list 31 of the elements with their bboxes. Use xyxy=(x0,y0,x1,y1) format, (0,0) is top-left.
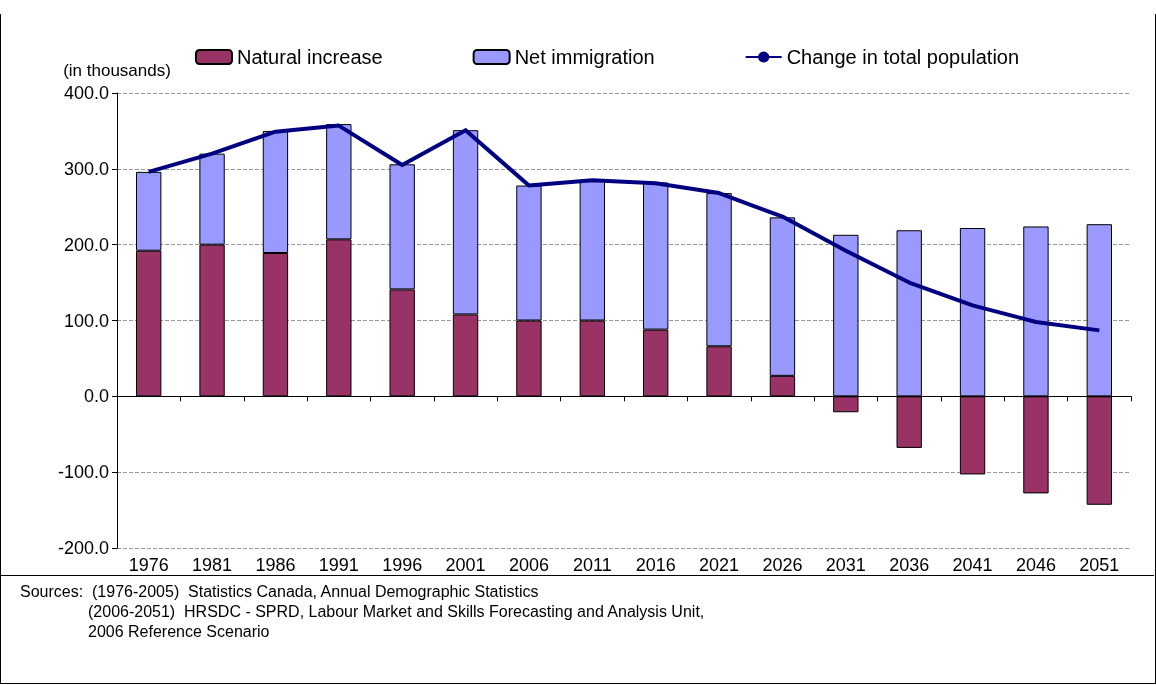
y-tick-label: 200.0 xyxy=(63,234,109,255)
x-tick-label: 2031 xyxy=(825,555,866,575)
source-note: Sources: (1976-2005) Statistics Canada, Annual Demographic Statistics xyxy=(19,582,540,602)
x-tick-label: 1976 xyxy=(128,555,169,575)
x-tick-label: 2041 xyxy=(952,555,993,575)
line-series xyxy=(146,123,1102,333)
text: 2006 Reference Scenario xyxy=(87,622,271,642)
x-tick-label: 1981 xyxy=(192,555,233,575)
x-tick-label: 1996 xyxy=(382,555,423,575)
x-tick-label: 2006 xyxy=(508,555,549,575)
x-tick-label: 2036 xyxy=(889,555,930,575)
legend-label: Change in total population xyxy=(786,46,1020,68)
y-tick-label: 100.0 xyxy=(63,310,109,331)
x-tick-label: 2011 xyxy=(572,555,612,575)
x-tick-label: 2046 xyxy=(1015,555,1056,575)
x-tick-label: 1991 xyxy=(318,555,359,575)
y-tick-label: 400.0 xyxy=(63,83,109,103)
x-tick-label: 2051 xyxy=(1079,555,1120,575)
y-tick-label: 300.0 xyxy=(63,158,109,179)
legend-label: Natural increase xyxy=(237,46,383,68)
text: (2006-2051) HRSDC - SPRD, Labour Market and Skills Forecasting and Analysis Unit, xyxy=(87,602,706,622)
legend-label: Net immigration xyxy=(514,46,655,68)
y-axis-title: (in thousands) xyxy=(63,61,171,80)
x-tick-label: 2016 xyxy=(635,555,676,575)
y-tick-label: -200.0 xyxy=(57,538,109,558)
x-tick-label: 2021 xyxy=(699,555,740,575)
x-tick-label: 2001 xyxy=(445,555,486,575)
x-tick-label: 1986 xyxy=(255,555,296,575)
y-tick-label: 0.0 xyxy=(83,386,109,407)
x-tick-label: 2026 xyxy=(762,555,803,575)
y-tick-label: -100.0 xyxy=(57,462,109,483)
